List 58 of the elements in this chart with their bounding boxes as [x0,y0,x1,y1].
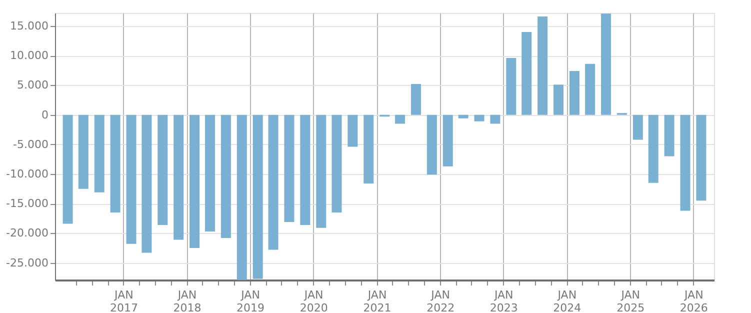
bar [236,114,247,280]
bar [332,114,342,213]
bar [94,114,104,192]
y-tick-label: 0 [42,108,48,122]
y-tick-label: -20.000 [6,226,48,240]
bar [316,114,326,228]
bar [126,114,136,244]
bar [442,114,453,166]
y-tick-label: 5.000 [17,78,48,92]
bar [110,114,120,213]
bar [142,114,152,253]
bar [632,114,643,140]
bar [252,114,263,279]
y-tick-label: -5.000 [13,138,48,151]
bar [268,114,278,250]
bar [62,114,73,224]
bar [680,114,690,211]
x-tick-label: JAN 2020 [300,288,328,313]
bar [174,114,184,240]
x-tick-label: JAN 2026 [680,288,708,313]
bar [284,114,294,222]
y-tick-label: 10.000 [10,49,48,62]
bar [395,114,406,124]
bar [78,114,88,189]
x-tick-label: JAN 2022 [426,288,455,313]
bar [426,114,437,175]
bar [458,114,468,118]
bar [474,114,484,122]
bar [364,114,374,184]
bar [410,84,421,115]
bar [158,114,168,225]
bar [220,114,231,238]
bar [490,114,500,124]
y-tick-label: 15.000 [10,20,48,33]
y-tick-label: -10.000 [6,168,48,181]
bar [300,114,310,225]
x-tick-label: JAN 2018 [173,288,202,313]
bar [204,114,215,232]
bar [506,58,516,115]
bar [522,32,532,115]
bar [664,114,674,156]
bar [648,114,658,183]
bar [348,114,358,147]
x-tick-label: JAN 2017 [110,288,138,313]
bar [601,14,612,115]
bar [553,84,564,115]
bar [569,71,580,115]
bar [538,16,548,115]
x-tick-label: JAN 2021 [363,288,392,313]
y-tick-label: -25.000 [6,256,48,270]
x-tick-label: JAN 2023 [490,288,518,313]
y-tick-label: -15.000 [6,197,48,210]
bar [585,64,596,115]
bar [190,114,200,248]
bar [696,114,706,201]
x-tick-label: JAN 2019 [236,288,265,313]
x-tick-label: JAN 2024 [553,288,582,313]
x-tick-label: JAN 2025 [616,288,645,313]
